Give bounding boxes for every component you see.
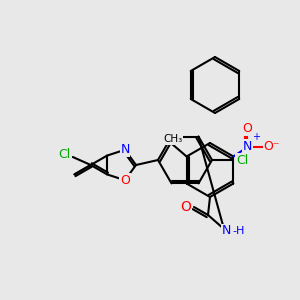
Text: N: N [221, 224, 231, 238]
Text: O: O [181, 200, 191, 214]
Text: Cl: Cl [236, 154, 248, 166]
Text: -H: -H [232, 226, 244, 236]
Text: N: N [243, 140, 252, 153]
Text: O: O [120, 174, 130, 187]
Text: Cl: Cl [58, 148, 71, 161]
Text: O: O [242, 122, 252, 135]
Text: +: + [252, 131, 260, 142]
Text: N: N [120, 143, 130, 156]
Text: O⁻: O⁻ [263, 140, 280, 153]
Text: CH₃: CH₃ [163, 134, 182, 145]
